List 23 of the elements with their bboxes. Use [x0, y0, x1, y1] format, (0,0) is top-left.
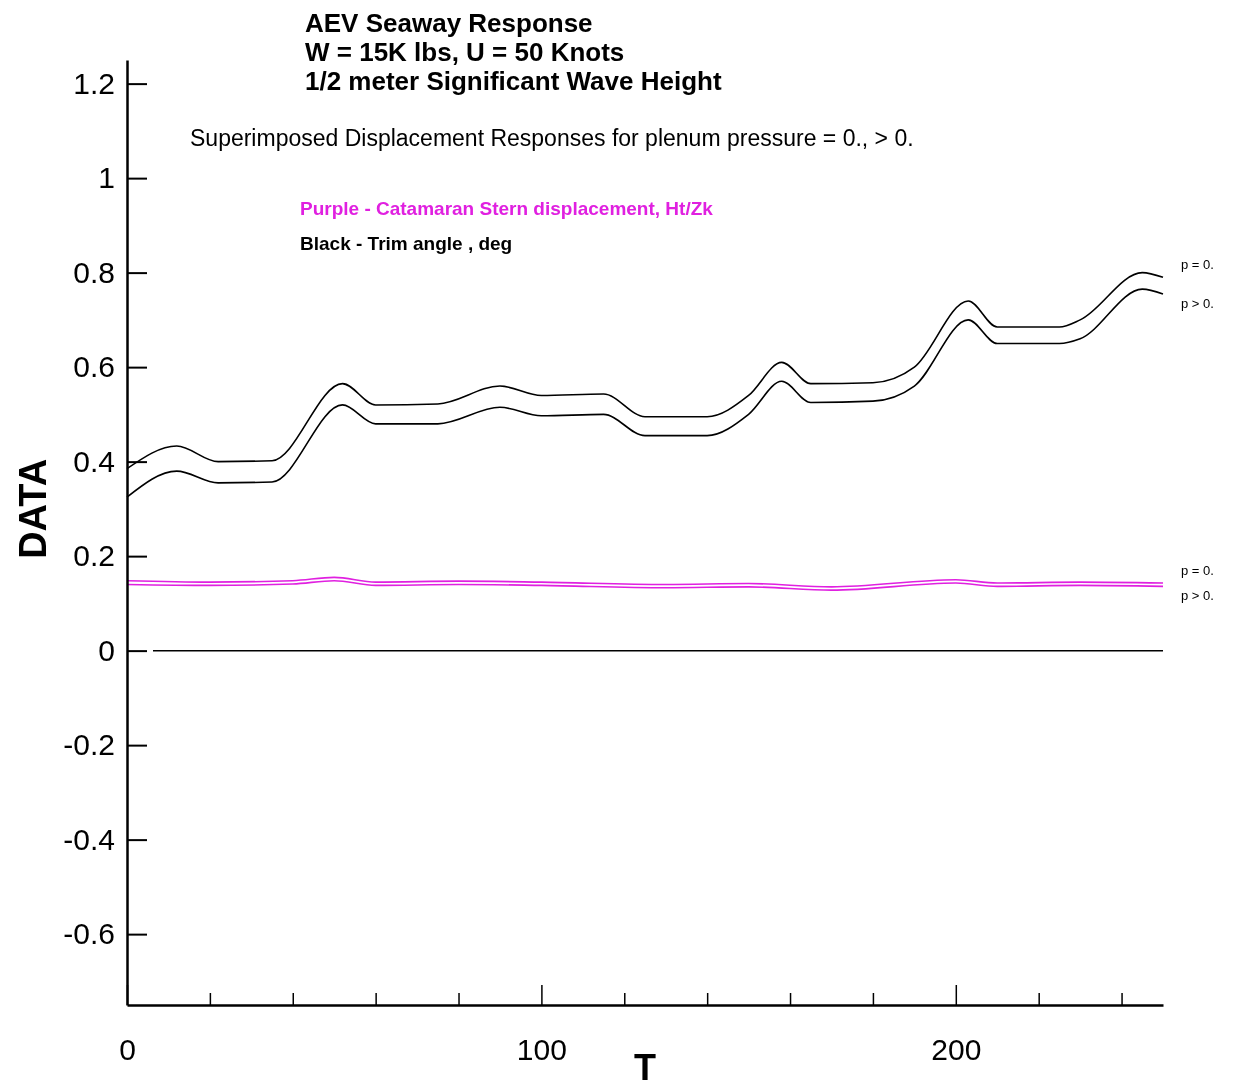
y-tick-label: -0.6: [63, 917, 115, 951]
y-tick-label: 0.8: [73, 255, 115, 289]
y-tick-label: -0.4: [63, 822, 115, 856]
y-tick-label: 1: [98, 161, 115, 195]
y-axis-title: DATA: [12, 458, 54, 559]
annotation: Purple - Catamaran Stern displacement, Ht/Zk: [300, 198, 714, 219]
x-tick-label: 0: [119, 1033, 136, 1067]
x-tick-label: 100: [516, 1033, 567, 1067]
y-tick-label: -0.2: [63, 728, 115, 762]
y-tick-label: 0: [98, 633, 115, 667]
series-label: p > 0.: [1181, 295, 1214, 311]
x-axis-title: T: [634, 1047, 656, 1084]
y-tick-label: 0.4: [73, 444, 115, 478]
y-tick-label: 0.6: [73, 350, 115, 384]
series-label: p > 0.: [1181, 588, 1214, 604]
y-tick-label: 0.2: [73, 539, 115, 573]
series-label: p = 0.: [1181, 257, 1214, 273]
x-tick-label: 200: [931, 1033, 982, 1067]
series-label: p = 0.: [1181, 563, 1214, 579]
annotation: Black - Trim angle , deg: [300, 233, 513, 254]
y-tick-label: 1.2: [73, 66, 115, 100]
annotation: Superimposed Displacement Responses for plenum pressure = 0., > 0.: [190, 125, 914, 151]
chart-title: AEV Seaway Response W = 15K lbs, U = 50 Knots 1/2 meter Significant Wave Height: [305, 8, 722, 96]
